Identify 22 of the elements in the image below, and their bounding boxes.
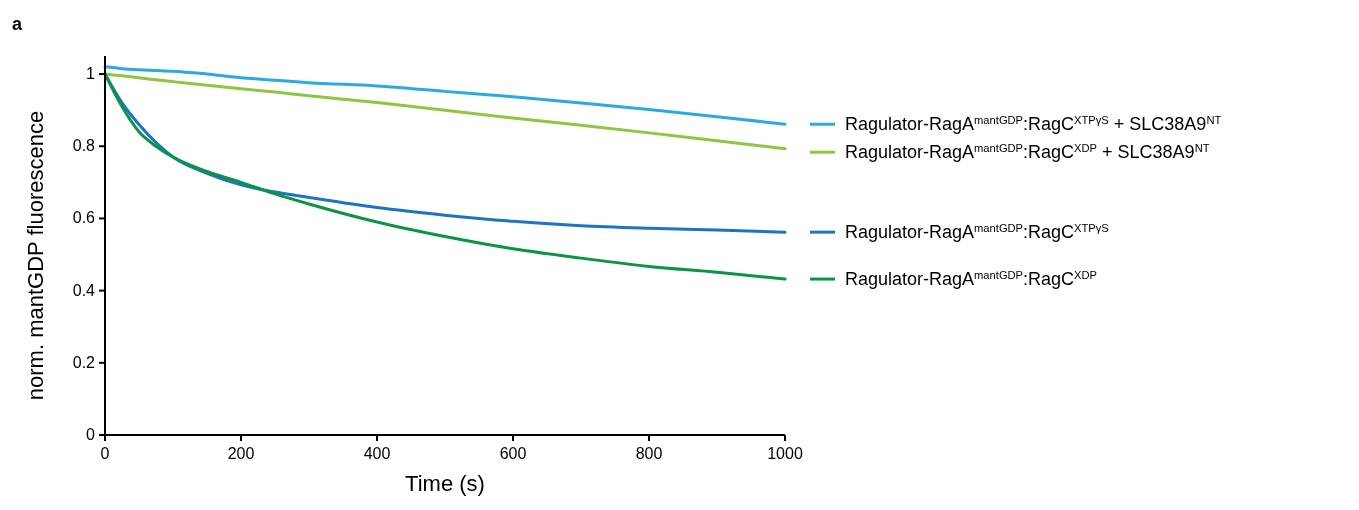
line-series <box>103 65 787 126</box>
y-tick-label: 0.8 <box>72 137 96 155</box>
line-series <box>103 72 787 281</box>
y-tick-label: 0.4 <box>72 281 96 299</box>
legend-label: Ragulator-RagA$^{mantGDP}$:RagC$^{XTPγS}$ + SLC38A9$^{NT}$ <box>845 114 1222 135</box>
y-tick-label: 1 <box>86 65 96 83</box>
x-tick-label: 600 <box>499 445 527 462</box>
chart-title: a <box>12 14 23 34</box>
line-series <box>103 72 787 151</box>
x-axis-title: Time (s) <box>405 471 485 496</box>
legend-label: Ragulator-RagA$^{mantGDP}$:RagC$^{XTPγS}$ <box>845 222 1109 243</box>
y-tick-label: 0 <box>86 426 96 443</box>
y-tick-label: 0.2 <box>72 353 96 371</box>
x-tick-label: 0 <box>100 445 110 462</box>
x-tick-label: 400 <box>363 445 391 462</box>
x-tick-label: 1000 <box>767 445 803 462</box>
y-tick-label: 0.6 <box>72 209 96 227</box>
legend-label: Ragulator-RagA$^{mantGDP}$:RagC$^{XDP}$ <box>845 269 1098 290</box>
x-tick-label: 800 <box>635 445 663 462</box>
y-axis-title: norm. mantGDP fluorescence <box>23 110 48 401</box>
legend-label: Ragulator-RagA$^{mantGDP}$:RagC$^{XDP}$ + SLC38A9$^{NT}$ <box>845 142 1210 163</box>
x-tick-label: 200 <box>227 445 255 462</box>
